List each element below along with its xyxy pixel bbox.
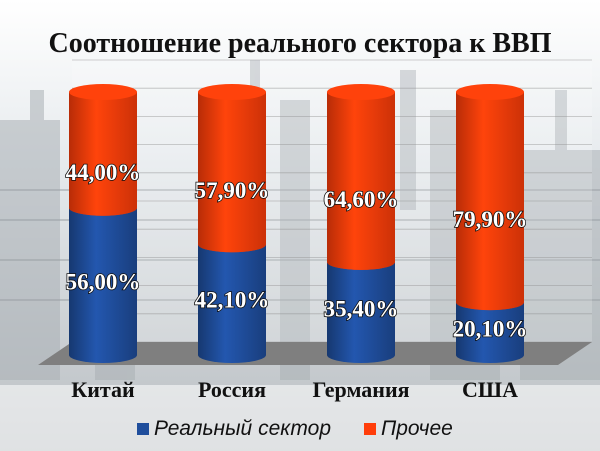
bar-body (69, 207, 137, 363)
category-axis: Китай Россия Германия США (71, 377, 518, 402)
legend-swatch-other (364, 423, 376, 435)
bar-usa-other (456, 84, 524, 311)
bar-germany-other (327, 84, 395, 270)
bar-cap (456, 84, 524, 100)
data-labels: 56,00% 44,00% 42,10% 57,90% 35,40% 64,60% 20,1… (65, 159, 528, 342)
legend-label-other: Прочее (381, 417, 453, 440)
data-label-germany-real-sector: 35,40% (324, 296, 399, 321)
data-label-china-real-sector: 56,00% (66, 269, 141, 294)
bar-cap (198, 84, 266, 100)
legend-label-real-sector: Реальный сектор (154, 417, 331, 440)
category-label-russia: Россия (198, 377, 266, 402)
bar-body (456, 92, 524, 311)
bar-body (327, 92, 395, 270)
plot-floor (38, 342, 592, 365)
data-label-usa-real-sector: 20,10% (453, 317, 528, 342)
category-label-usa: США (462, 377, 518, 402)
data-label-usa-other: 79,90% (453, 207, 528, 232)
bar-body (456, 302, 524, 363)
data-label-germany-other: 64,60% (324, 187, 399, 212)
bar-body (69, 92, 137, 216)
bar-cap (69, 84, 137, 100)
data-label-russia-other: 57,90% (195, 178, 270, 203)
category-label-china: Китай (71, 377, 135, 402)
data-label-china-other: 44,00% (66, 160, 141, 185)
bar-body (198, 92, 266, 253)
bar-russia-other (198, 84, 266, 253)
legend-swatch-real-sector (137, 423, 149, 435)
bar-body (198, 244, 266, 363)
bars-layer (69, 84, 524, 363)
bar-cap (327, 84, 395, 100)
bar-body (327, 261, 395, 363)
chart-title: Соотношение реального сектора к ВВП (49, 28, 552, 59)
data-label-russia-real-sector: 42,10% (195, 288, 270, 313)
legend: Реальный сектор Прочее (137, 417, 453, 440)
bar-china-other (69, 84, 137, 216)
category-label-germany: Германия (312, 377, 409, 402)
